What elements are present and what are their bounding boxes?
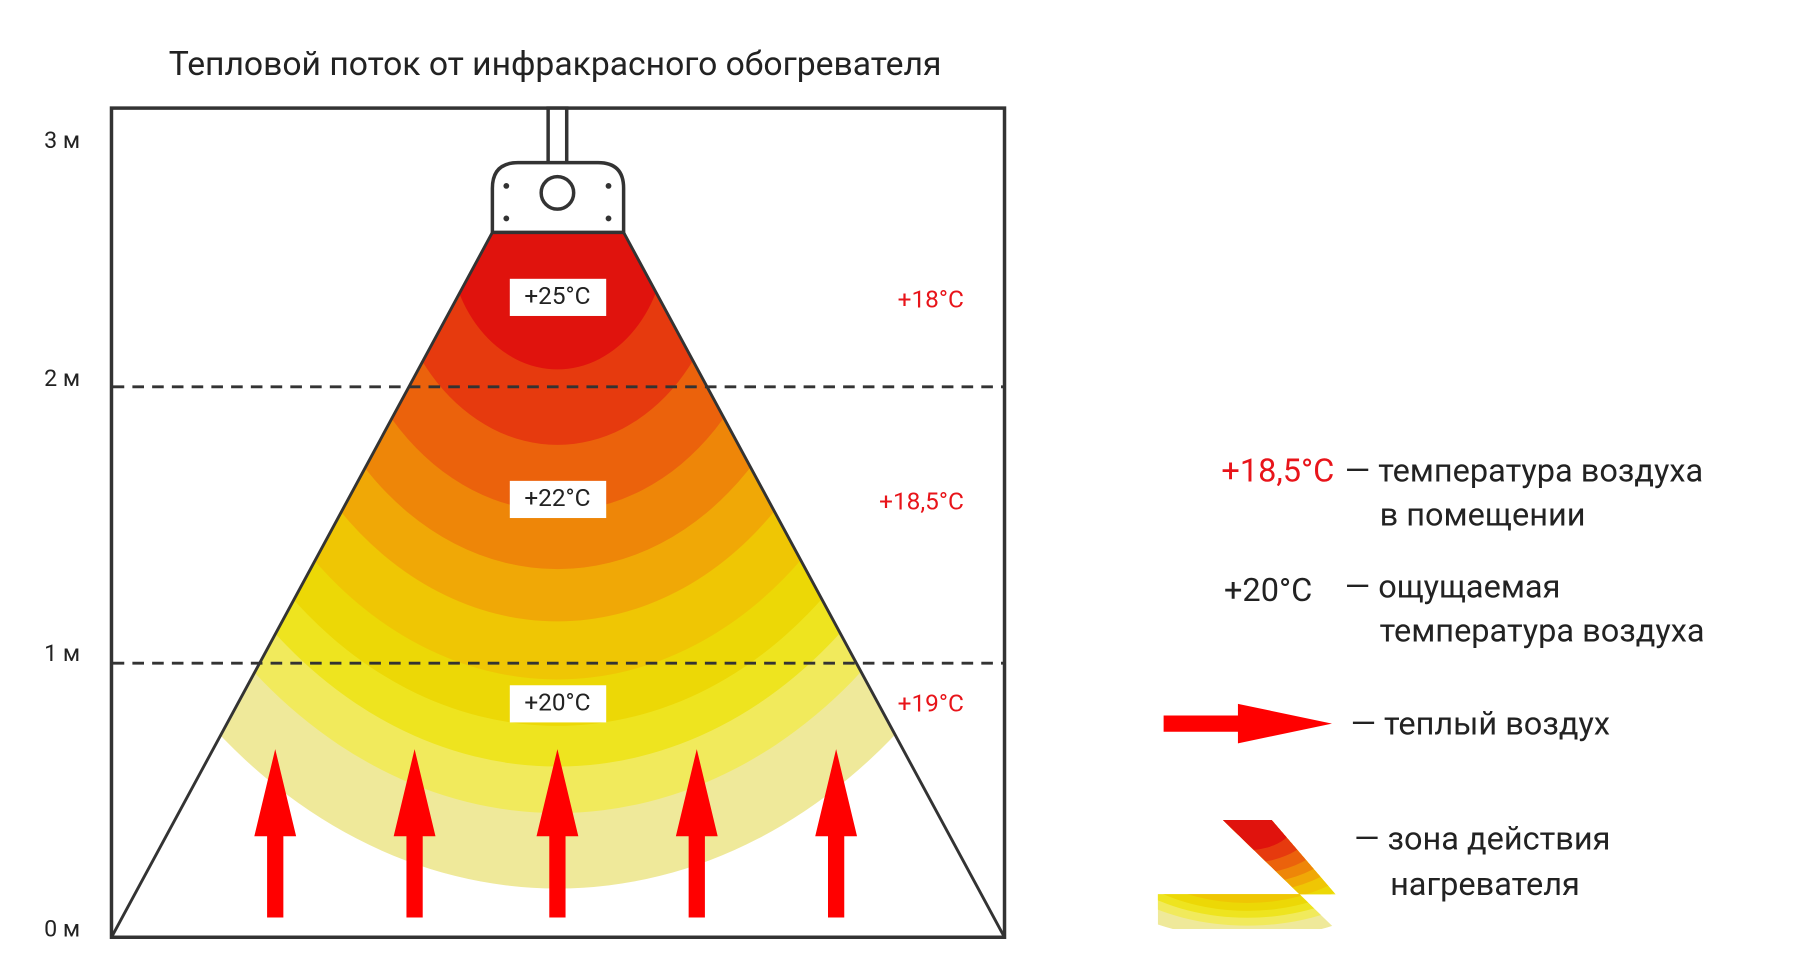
air-temp: +19°C xyxy=(898,688,964,717)
heat-band xyxy=(387,232,728,445)
legend-text: — температура воздуха xyxy=(1345,451,1703,489)
warm-air-arrows xyxy=(254,749,858,918)
heater xyxy=(490,106,626,235)
heat-band xyxy=(447,232,668,370)
legend-arrow xyxy=(1163,703,1332,744)
zone-temp: +25°C xyxy=(524,281,590,310)
title: Тепловой поток от инфракрасного обогрева… xyxy=(169,45,942,84)
legend-text: температура воздуха xyxy=(1380,612,1705,650)
legend-text: нагревателя xyxy=(1390,865,1580,903)
legend-text: — ощущаемая xyxy=(1345,567,1561,605)
height-label: 2 м xyxy=(44,364,80,392)
arrow xyxy=(675,749,718,918)
zone-labels: +25°C +22°C +20°C xyxy=(509,278,607,723)
legend-felt-sample: +20°C xyxy=(1224,571,1312,609)
legend-text: — теплый воздух xyxy=(1351,704,1610,742)
zone-temp: +22°C xyxy=(524,483,590,512)
height-label: 1 м xyxy=(44,639,80,667)
arrow xyxy=(393,749,436,918)
height-label: 0 м xyxy=(44,914,80,942)
legend-text: — зона действия xyxy=(1354,819,1610,857)
fan-band xyxy=(1198,819,1296,851)
arrow xyxy=(536,749,579,918)
legend-text: в помещении xyxy=(1380,495,1586,533)
arrow xyxy=(815,749,858,918)
legend-air-sample: +18,5°C xyxy=(1221,451,1334,489)
zone-temp: +20°C xyxy=(524,687,590,716)
air-temp: +18,5°C xyxy=(879,486,964,515)
air-temp: +18°C xyxy=(898,284,964,313)
height-label: 3 м xyxy=(44,126,80,154)
arrow xyxy=(254,749,297,918)
